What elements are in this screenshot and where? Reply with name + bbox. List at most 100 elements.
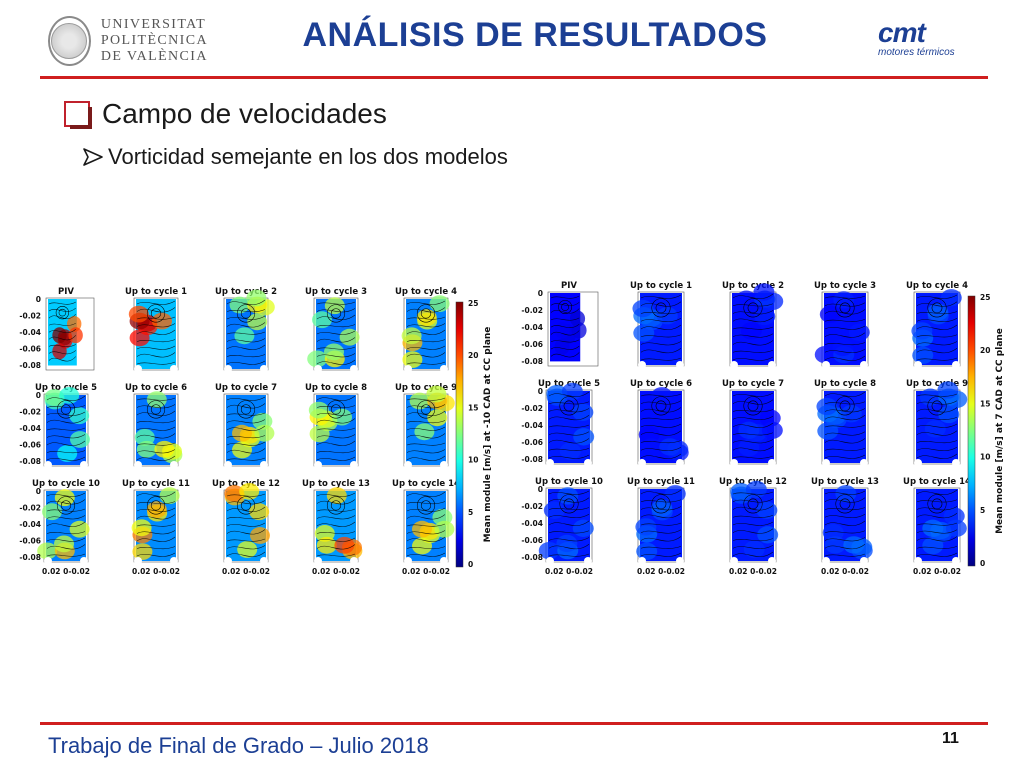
streamline bbox=[548, 431, 590, 436]
panel-title: Up to cycle 2 bbox=[215, 287, 277, 297]
vortex-streamline bbox=[240, 404, 252, 415]
panel-title: Up to cycle 9 bbox=[395, 383, 457, 393]
y-tick-label: -0.08 bbox=[19, 361, 41, 370]
streamline bbox=[226, 425, 266, 431]
valve-notch bbox=[730, 361, 738, 369]
panel-title: Up to cycle 7 bbox=[215, 383, 277, 393]
valve-notch bbox=[404, 365, 412, 373]
y-tick-label: -0.06 bbox=[19, 345, 41, 354]
streamline bbox=[48, 335, 77, 341]
streamline bbox=[226, 338, 266, 343]
valve-notch bbox=[952, 557, 960, 565]
panel-title: Up to cycle 11 bbox=[627, 477, 695, 487]
streamline bbox=[316, 301, 356, 305]
streamline bbox=[46, 499, 86, 505]
flow-panel: Up to cycle 14 0.02 0-0.02 bbox=[392, 479, 460, 576]
streamline bbox=[316, 434, 356, 439]
valve-notch bbox=[952, 361, 960, 369]
velocity-blob bbox=[740, 322, 762, 340]
velocity-blob bbox=[924, 420, 946, 438]
streamline bbox=[548, 507, 590, 511]
velocity-blob bbox=[817, 422, 839, 440]
streamline bbox=[136, 426, 176, 431]
streamline bbox=[46, 434, 86, 439]
vortex-streamline bbox=[558, 300, 573, 314]
flow-panel: Up to cycle 11 0.02 0-0.02 bbox=[122, 479, 190, 576]
velocity-blob bbox=[412, 537, 432, 555]
y-tick-label: -0.06 bbox=[19, 441, 41, 450]
colorbar-tick: 25 bbox=[468, 299, 478, 308]
streamline bbox=[824, 391, 866, 397]
flow-panel: Up to cycle 120.02 0-0.02 bbox=[719, 477, 787, 576]
valve-notch bbox=[584, 557, 592, 565]
colorbar-tick: 5 bbox=[468, 508, 473, 517]
vortex-streamline bbox=[835, 298, 855, 318]
streamline bbox=[824, 553, 866, 557]
streamline bbox=[548, 544, 590, 550]
flow-panel: Up to cycle 3 bbox=[305, 287, 367, 373]
flow-panel: Up to cycle 50-0.02-0.04-0.06-0.08 bbox=[521, 379, 600, 467]
velocity-blob bbox=[912, 346, 934, 364]
y-tick-label: 0 bbox=[538, 387, 543, 396]
x-tick-label: 0.02 0-0.02 bbox=[637, 567, 685, 576]
panel-title: Up to cycle 3 bbox=[814, 281, 876, 291]
velocity-blob bbox=[833, 291, 855, 309]
flow-panel: Up to cycle 14 0.02 0-0.02 bbox=[903, 477, 971, 576]
streamline bbox=[226, 412, 266, 416]
page-number: 11 bbox=[942, 730, 959, 747]
velocity-blob bbox=[401, 327, 422, 345]
velocity-blob bbox=[309, 425, 330, 443]
streamline bbox=[550, 339, 580, 343]
streamline bbox=[548, 454, 590, 459]
valve-notch bbox=[860, 459, 868, 467]
streamline bbox=[46, 553, 86, 557]
velocity-blob bbox=[129, 329, 150, 347]
valve-notch bbox=[134, 461, 142, 469]
header-divider bbox=[40, 76, 988, 79]
streamline bbox=[732, 498, 774, 503]
streamline bbox=[136, 507, 176, 512]
streamline bbox=[226, 322, 266, 328]
streamline bbox=[316, 492, 356, 497]
panel-title: Up to cycle 8 bbox=[305, 383, 367, 393]
velocity-blob bbox=[945, 519, 967, 537]
velocity-blob bbox=[738, 438, 760, 457]
velocity-blob bbox=[332, 408, 352, 426]
streamline bbox=[48, 344, 76, 347]
valve-notch bbox=[860, 557, 868, 565]
streamline bbox=[136, 397, 176, 401]
velocity-blob bbox=[938, 405, 960, 424]
velocity-blob bbox=[824, 536, 846, 554]
velocity-blob bbox=[159, 487, 180, 504]
valve-notch bbox=[822, 557, 830, 565]
streamline bbox=[916, 311, 958, 315]
panel-title: Up to cycle 13 bbox=[302, 479, 370, 489]
streamline bbox=[46, 544, 86, 550]
vortex-streamline bbox=[559, 396, 579, 416]
vortex-streamline bbox=[416, 496, 436, 515]
streamline bbox=[406, 345, 446, 350]
streamline bbox=[640, 447, 682, 451]
streamline bbox=[732, 416, 774, 420]
valve-notch bbox=[768, 361, 776, 369]
velocity-blob bbox=[640, 438, 662, 456]
streamline bbox=[226, 457, 266, 461]
streamline bbox=[46, 440, 86, 446]
velocity-blob bbox=[52, 343, 67, 360]
streamline bbox=[226, 315, 266, 320]
flow-panel: Up to cycle 13 0.02 0-0.02 bbox=[302, 479, 370, 576]
arrow-bullet-icon bbox=[83, 148, 103, 166]
y-tick-label: -0.02 bbox=[19, 504, 41, 513]
streamline bbox=[640, 545, 682, 549]
panel-title: Up to cycle 3 bbox=[305, 287, 367, 297]
streamline bbox=[406, 397, 446, 401]
streamline bbox=[548, 553, 590, 557]
vortex-streamline bbox=[835, 396, 855, 416]
valve-notch bbox=[224, 557, 232, 565]
streamline bbox=[226, 522, 266, 527]
streamline bbox=[640, 513, 682, 519]
velocity-blob bbox=[816, 397, 838, 416]
streamline bbox=[550, 308, 580, 314]
streamline bbox=[136, 404, 176, 409]
streamline bbox=[316, 456, 356, 461]
